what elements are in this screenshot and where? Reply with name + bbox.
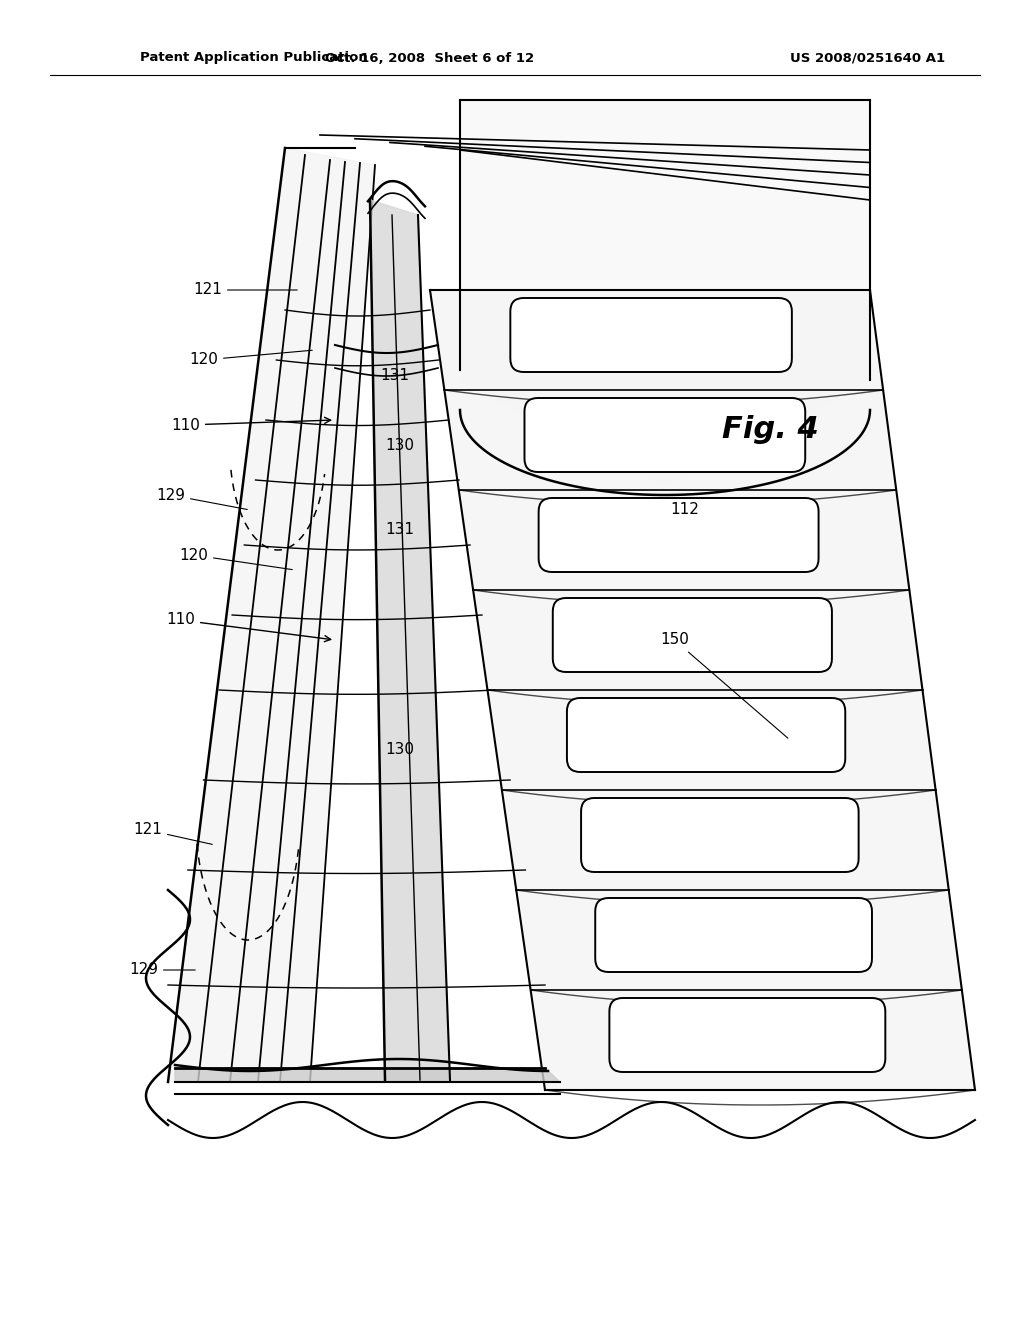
FancyBboxPatch shape — [595, 898, 872, 972]
Text: 131: 131 — [385, 523, 415, 537]
Text: US 2008/0251640 A1: US 2008/0251640 A1 — [790, 51, 945, 65]
Text: 121: 121 — [133, 822, 212, 845]
Text: 110: 110 — [166, 612, 331, 642]
Text: 131: 131 — [381, 367, 410, 383]
Polygon shape — [370, 201, 450, 1080]
Text: 120: 120 — [179, 548, 292, 570]
Text: 112: 112 — [670, 503, 698, 517]
Text: 150: 150 — [660, 632, 787, 738]
FancyBboxPatch shape — [539, 498, 818, 572]
Text: 121: 121 — [194, 282, 297, 297]
Text: Oct. 16, 2008  Sheet 6 of 12: Oct. 16, 2008 Sheet 6 of 12 — [326, 51, 535, 65]
FancyBboxPatch shape — [510, 298, 792, 372]
Text: 110: 110 — [171, 417, 331, 433]
Text: 129: 129 — [129, 962, 196, 978]
Text: Fig. 4: Fig. 4 — [722, 416, 818, 445]
Polygon shape — [175, 1068, 560, 1082]
FancyBboxPatch shape — [553, 598, 831, 672]
Polygon shape — [430, 290, 975, 1090]
FancyBboxPatch shape — [524, 399, 805, 473]
Text: Patent Application Publication: Patent Application Publication — [140, 51, 368, 65]
Text: 120: 120 — [189, 350, 312, 367]
Text: 129: 129 — [156, 487, 247, 510]
Text: 130: 130 — [385, 437, 415, 453]
FancyBboxPatch shape — [581, 799, 858, 873]
FancyBboxPatch shape — [567, 698, 845, 772]
Polygon shape — [168, 148, 375, 1082]
Polygon shape — [460, 100, 870, 484]
FancyBboxPatch shape — [609, 998, 886, 1072]
Text: 130: 130 — [385, 742, 415, 758]
